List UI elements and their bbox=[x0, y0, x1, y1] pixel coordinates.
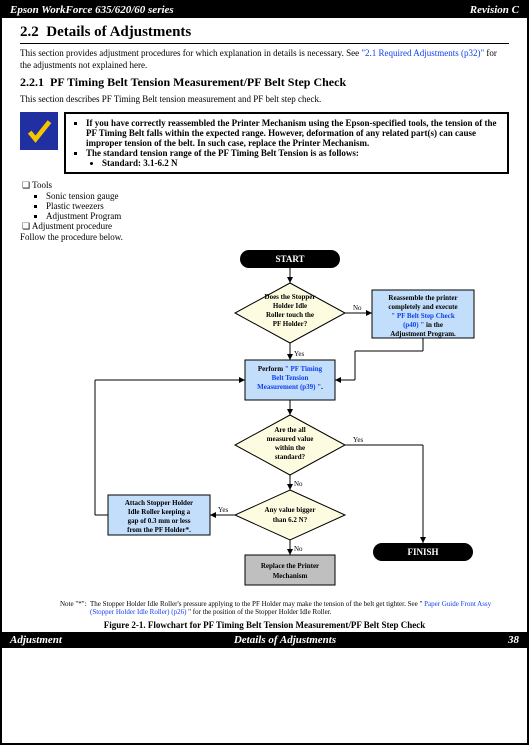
svg-text:Are the all: Are the all bbox=[274, 426, 305, 434]
callout-text: If you have correctly reassembled the Pr… bbox=[64, 112, 509, 174]
ftr-page: 38 bbox=[508, 634, 519, 646]
svg-text:Yes: Yes bbox=[353, 436, 363, 444]
svg-text:standard?: standard? bbox=[274, 453, 305, 461]
svg-text:within the: within the bbox=[274, 444, 304, 452]
subsection-desc: This section describes PF Timing Belt te… bbox=[20, 94, 509, 106]
svg-text:Mechanism: Mechanism bbox=[272, 572, 307, 580]
svg-text:No: No bbox=[294, 480, 303, 488]
svg-text:PF Holder?: PF Holder? bbox=[272, 320, 307, 328]
svg-text:gap of 0.3 mm or less: gap of 0.3 mm or less bbox=[127, 517, 190, 525]
page-footer: Adjustment Details of Adjustments 38 bbox=[2, 632, 527, 648]
check-icon bbox=[20, 112, 58, 150]
subsection-heading: 2.2.1 PF Timing Belt Tension Measurement… bbox=[20, 75, 509, 90]
svg-text:Reassemble the printer: Reassemble the printer bbox=[388, 294, 457, 302]
svg-text:measured value: measured value bbox=[266, 435, 313, 443]
svg-text:(p40) " in the: (p40) " in the bbox=[403, 321, 443, 329]
callout-b2: The standard tension range of the PF Tim… bbox=[86, 148, 501, 168]
svg-text:FINISH: FINISH bbox=[407, 547, 438, 557]
svg-text:Replace the Printer: Replace the Printer bbox=[260, 562, 318, 570]
footnote: Note "*": The Stopper Holder Idle Roller… bbox=[30, 600, 509, 616]
svg-text:than 6.2 N?: than 6.2 N? bbox=[272, 516, 307, 524]
tools-list: Sonic tension gauge Plastic tweezers Adj… bbox=[46, 191, 509, 221]
page-content: 2.2 Details of Adjustments This section … bbox=[2, 18, 527, 632]
svg-text:Perform " PF Timing: Perform " PF Timing bbox=[257, 365, 322, 373]
svg-text:No: No bbox=[353, 304, 362, 312]
svg-text:Yes: Yes bbox=[294, 350, 304, 358]
svg-text:Holder Idle: Holder Idle bbox=[272, 302, 306, 310]
svg-text:" PF Belt Step Check: " PF Belt Step Check bbox=[391, 312, 455, 320]
svg-text:completely and execute: completely and execute bbox=[388, 303, 457, 311]
required-adjustments-link[interactable]: "2.1 Required Adjustments (p32)" bbox=[361, 48, 484, 58]
svg-text:Adjustment Program.: Adjustment Program. bbox=[390, 330, 456, 338]
svg-text:Does the Stopper: Does the Stopper bbox=[264, 293, 315, 301]
hdr-left: Epson WorkForce 635/620/60 series bbox=[10, 4, 174, 16]
page-header: Epson WorkForce 635/620/60 series Revisi… bbox=[2, 2, 527, 18]
svg-text:Measurement (p39) ".: Measurement (p39) ". bbox=[257, 383, 323, 391]
svg-text:Yes: Yes bbox=[218, 506, 228, 514]
intro-paragraph: This section provides adjustment procedu… bbox=[20, 48, 509, 71]
svg-text:Any value bigger: Any value bigger bbox=[264, 506, 315, 514]
hdr-right: Revision C bbox=[470, 4, 519, 16]
svg-text:START: START bbox=[275, 254, 304, 264]
svg-text:Idle Roller keeping a: Idle Roller keeping a bbox=[127, 508, 190, 516]
ftr-left: Adjustment bbox=[10, 634, 62, 646]
ftr-center: Details of Adjustments bbox=[234, 634, 336, 646]
svg-text:Roller touch the: Roller touch the bbox=[265, 311, 313, 319]
tool-item: Plastic tweezers bbox=[46, 201, 509, 211]
procedure-heading: Adjustment procedure bbox=[22, 221, 509, 232]
procedure-text: Follow the procedure below. bbox=[20, 232, 509, 244]
figure-caption: Figure 2-1. Flowchart for PF Timing Belt… bbox=[20, 620, 509, 630]
tools-heading: Tools bbox=[22, 180, 509, 191]
tool-item: Adjustment Program bbox=[46, 211, 509, 221]
flowchart: START Does the Stopper Holder Idle Rolle… bbox=[20, 248, 509, 598]
callout-box: If you have correctly reassembled the Pr… bbox=[20, 112, 509, 174]
callout-b1: If you have correctly reassembled the Pr… bbox=[86, 118, 501, 148]
svg-text:Belt Tension: Belt Tension bbox=[271, 374, 308, 382]
section-heading: 2.2 Details of Adjustments bbox=[20, 24, 509, 44]
tool-item: Sonic tension gauge bbox=[46, 191, 509, 201]
svg-text:No: No bbox=[294, 545, 303, 553]
svg-text:Attach Stopper Holder: Attach Stopper Holder bbox=[124, 499, 192, 507]
svg-text:from the PF Holder*.: from the PF Holder*. bbox=[127, 526, 191, 534]
